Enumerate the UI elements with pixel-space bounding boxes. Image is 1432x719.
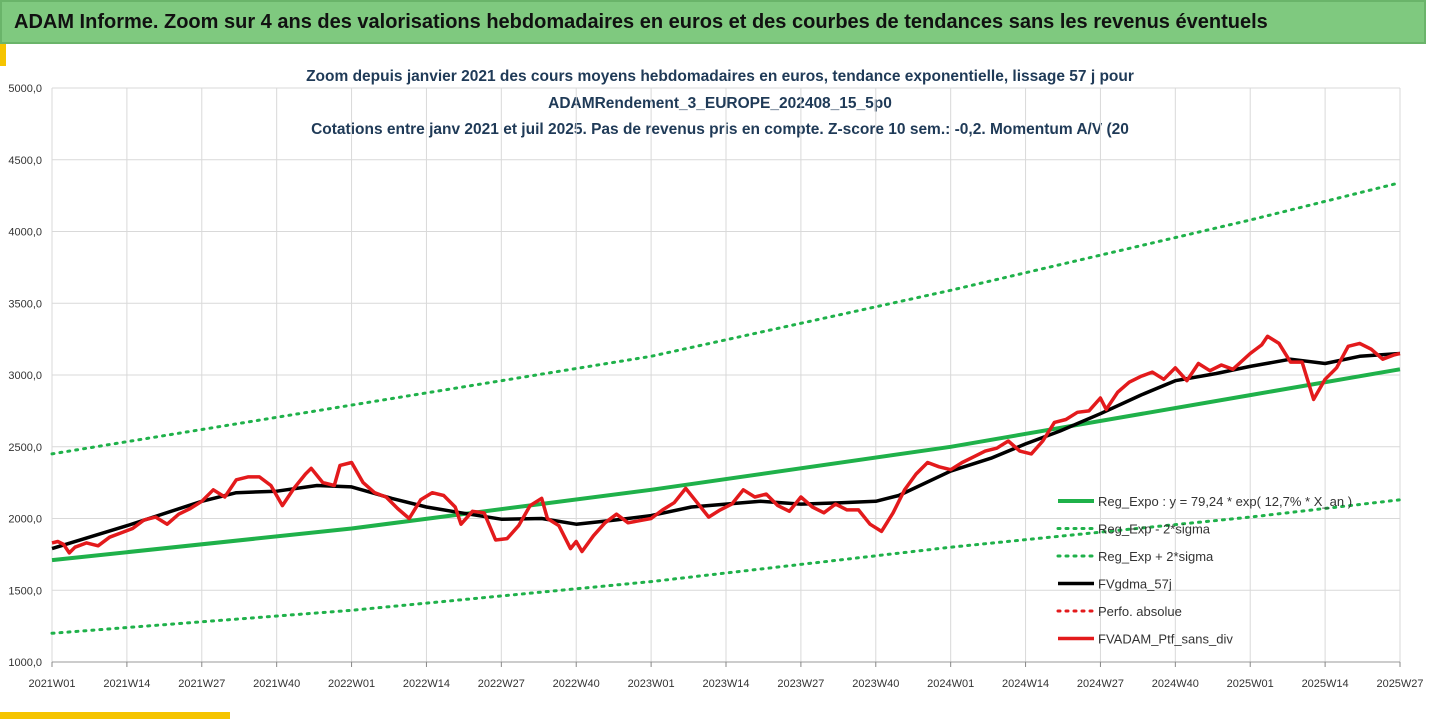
y-tick-label: 5000,0	[8, 83, 42, 95]
legend-label-4: Perfo. absolue	[1098, 604, 1182, 619]
x-tick-label: 2024W40	[1152, 678, 1199, 690]
legend-label-2: Reg_Exp + 2*sigma	[1098, 549, 1214, 564]
chart-title: Zoom depuis janvier 2021 des cours moyen…	[306, 68, 1134, 138]
chart-title-line-2: ADAMRendement_3_EUROPE_202408_15_5p0	[548, 95, 892, 112]
accent-bar-top	[0, 44, 6, 66]
x-tick-label: 2023W14	[702, 678, 749, 690]
x-tick-label: 2022W27	[478, 678, 525, 690]
legend-label-3: FVgdma_57j	[1098, 577, 1172, 592]
legend-label-0: Reg_Expo : y = 79,24 * exp( 12,7% * X_an…	[1098, 494, 1352, 509]
series	[50, 181, 1402, 635]
x-axis: 2021W01 2021W14 2021W27 2021W40 2022W01 2022W…	[28, 662, 1424, 690]
x-tick-label: 2022W40	[553, 678, 600, 690]
x-tick-label: 2021W01	[28, 678, 75, 690]
y-tick-label: 2000,0	[8, 514, 42, 526]
x-tick-label: 2025W14	[1302, 678, 1349, 690]
series-line-0	[51, 367, 1401, 563]
chart-title-line-3: Cotations entre janv 2021 et juil 2025. …	[311, 121, 1129, 138]
y-tick-label: 1000,0	[8, 657, 42, 669]
x-tick-label: 2024W27	[1077, 678, 1124, 690]
x-tick-label: 2023W40	[852, 678, 899, 690]
grid	[51, 87, 1401, 663]
y-tick-label: 3500,0	[8, 298, 42, 310]
x-tick-label: 2021W40	[253, 678, 300, 690]
y-tick-label: 2500,0	[8, 442, 42, 454]
legend-label-1: Reg_Exp - 2*sigma	[1098, 522, 1211, 537]
y-tick-label: 4000,0	[8, 227, 42, 239]
accent-bar-bottom	[0, 712, 230, 719]
series-line-1	[50, 498, 1402, 635]
chart-title-line-1: Zoom depuis janvier 2021 des cours moyen…	[306, 68, 1134, 85]
x-tick-label: 2021W27	[178, 678, 225, 690]
x-tick-label: 2021W14	[103, 678, 150, 690]
series-line-2	[50, 181, 1402, 456]
legend: Reg_Expo : y = 79,24 * exp( 12,7% * X_an…	[1056, 494, 1352, 647]
x-tick-label: 2025W01	[1227, 678, 1274, 690]
x-tick-label: 2024W14	[1002, 678, 1049, 690]
banner: ADAM Informe. Zoom sur 4 ans des valoris…	[0, 0, 1426, 44]
series-line-5	[51, 334, 1401, 555]
legend-label-5: FVADAM_Ptf_sans_div	[1098, 632, 1233, 647]
x-tick-label: 2024W01	[927, 678, 974, 690]
x-tick-label: 2022W01	[328, 678, 375, 690]
y-tick-label: 4500,0	[8, 155, 42, 167]
x-tick-label: 2023W01	[628, 678, 675, 690]
banner-title: ADAM Informe. Zoom sur 4 ans des valoris…	[14, 10, 1268, 33]
x-tick-label: 2025W27	[1376, 678, 1423, 690]
y-axis: 1000,0 1500,0 2000,0 2500,0 3000,0 3500,0 4000…	[8, 83, 42, 669]
y-tick-label: 1500,0	[8, 585, 42, 597]
x-tick-label: 2023W27	[777, 678, 824, 690]
x-tick-label: 2022W14	[403, 678, 450, 690]
y-tick-label: 3000,0	[8, 370, 42, 382]
